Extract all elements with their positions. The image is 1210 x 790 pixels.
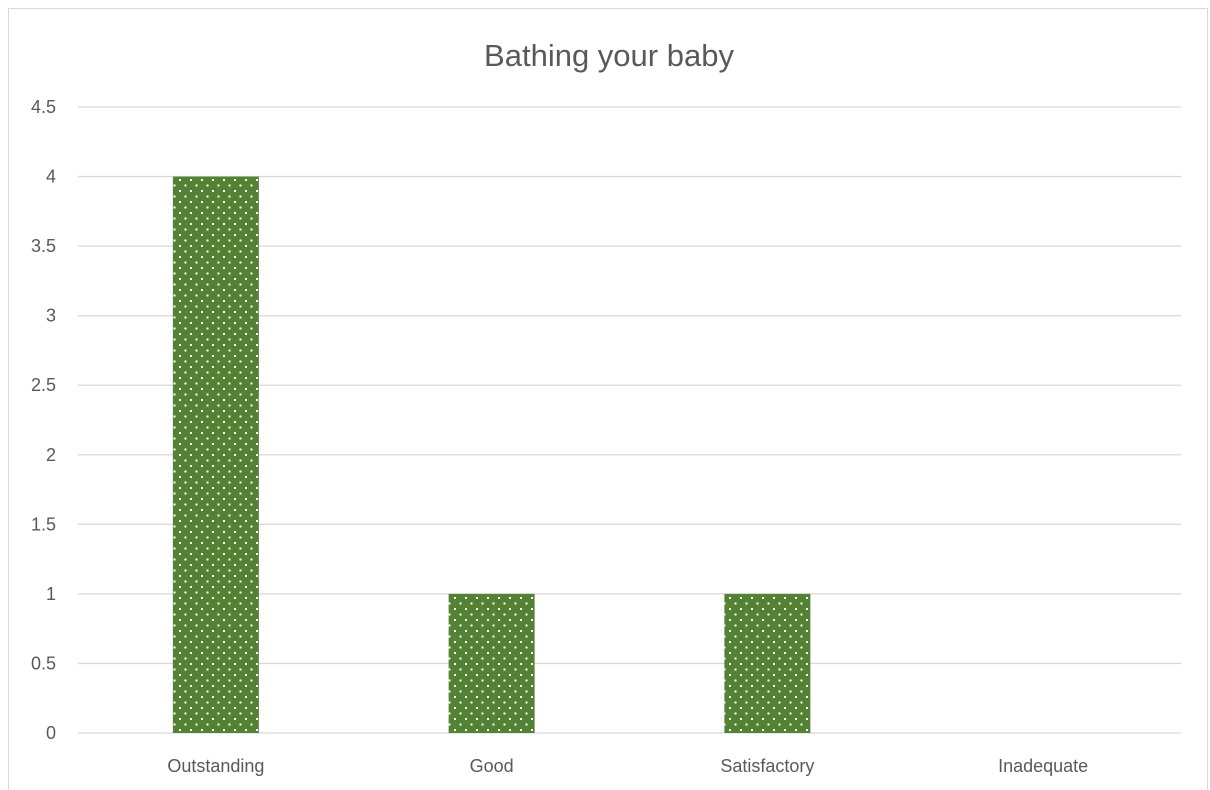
y-tick-label: 0.5 bbox=[31, 653, 56, 673]
x-category-label: Satisfactory bbox=[720, 756, 814, 776]
bar-good bbox=[448, 593, 535, 733]
bars bbox=[172, 176, 811, 734]
gridlines bbox=[78, 106, 1181, 734]
y-tick-label: 1.5 bbox=[31, 514, 56, 534]
y-axis-ticks: 0 0.5 1 1.5 2 2.5 3 3.5 4 4.5 bbox=[31, 97, 56, 743]
y-tick-label: 4.5 bbox=[31, 97, 56, 117]
x-axis-categories: Outstanding Good Satisfactory Inadequate bbox=[167, 756, 1088, 776]
y-tick-label: 3.5 bbox=[31, 236, 56, 256]
chart-title: Bathing your baby bbox=[484, 38, 734, 73]
x-category-label: Inadequate bbox=[998, 756, 1088, 776]
y-tick-label: 2.5 bbox=[31, 375, 56, 395]
bar-outstanding bbox=[172, 176, 259, 734]
x-category-label: Good bbox=[470, 756, 514, 776]
bar-satisfactory bbox=[724, 593, 811, 733]
x-category-label: Outstanding bbox=[167, 756, 264, 776]
y-tick-label: 1 bbox=[46, 584, 56, 604]
y-tick-label: 2 bbox=[46, 445, 56, 465]
y-tick-label: 0 bbox=[46, 723, 56, 743]
y-tick-label: 3 bbox=[46, 306, 56, 326]
y-tick-label: 4 bbox=[46, 167, 56, 187]
